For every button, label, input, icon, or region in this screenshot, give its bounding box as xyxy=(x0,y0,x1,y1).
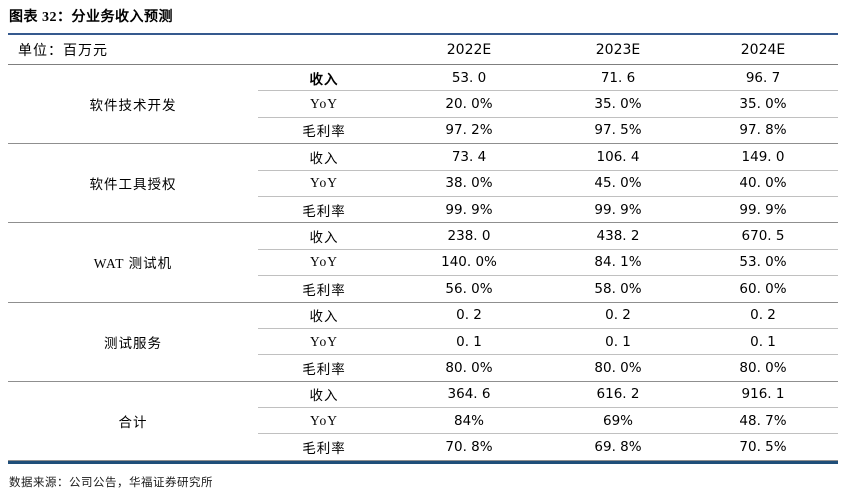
value-cell: 40. 0% xyxy=(688,170,838,197)
value-cell: 97. 2% xyxy=(390,117,548,145)
table-row: YoY 20. 0% 35. 0% 35. 0% xyxy=(8,90,838,118)
table-row: 测试服务 收入 0. 2 0. 2 0. 2 xyxy=(8,302,838,382)
table-row: 毛利率 80. 0% 80. 0% 80. 0% xyxy=(8,354,838,382)
revenue-forecast-table: 单位：百万元 2022E 2023E 2024E 软件技术开发 收入 53. 0… xyxy=(8,33,838,464)
value-cell: 48. 7% xyxy=(688,407,838,435)
value-cell: 70. 5% xyxy=(688,433,838,461)
value-cell: 99. 9% xyxy=(548,196,688,224)
table-row: 毛利率 97. 2% 97. 5% 97. 8% xyxy=(8,117,838,145)
value-cell: 106. 4 xyxy=(548,143,688,171)
value-cell: 69% xyxy=(548,407,688,435)
table-row: 合计 收入 364. 6 616. 2 916. 1 xyxy=(8,381,838,461)
metric-label: 毛利率 xyxy=(258,196,390,224)
value-cell: 0. 1 xyxy=(688,328,838,356)
metric-label: 毛利率 xyxy=(258,275,390,303)
unit-label: 单位：百万元 xyxy=(8,34,390,65)
table-row: YoY 84% 69% 48. 7% xyxy=(8,407,838,435)
group-label: 软件工具授权 xyxy=(8,143,258,224)
header-row: 单位：百万元 2022E 2023E 2024E xyxy=(8,34,838,65)
value-cell: 238. 0 xyxy=(390,222,548,250)
value-cell: 35. 0% xyxy=(548,90,688,118)
metric-label: 毛利率 xyxy=(258,433,390,461)
column-header-2023e: 2023E xyxy=(548,34,688,65)
value-cell: 438. 2 xyxy=(548,222,688,250)
value-cell: 0. 2 xyxy=(688,302,838,329)
value-cell: 56. 0% xyxy=(390,275,548,303)
value-cell: 670. 5 xyxy=(688,222,838,250)
value-cell: 99. 9% xyxy=(688,196,838,224)
value-cell: 71. 6 xyxy=(548,64,688,92)
value-cell: 99. 9% xyxy=(390,196,548,224)
value-cell: 0. 1 xyxy=(548,328,688,356)
value-cell: 364. 6 xyxy=(390,381,548,409)
table-row: 毛利率 99. 9% 99. 9% 99. 9% xyxy=(8,196,838,224)
value-cell: 140. 0% xyxy=(390,249,548,277)
value-cell: 45. 0% xyxy=(548,170,688,197)
value-cell: 20. 0% xyxy=(390,90,548,118)
metric-label: 毛利率 xyxy=(258,354,390,382)
value-cell: 73. 4 xyxy=(390,143,548,171)
metric-label: 收入 xyxy=(258,381,390,409)
value-cell: 149. 0 xyxy=(688,143,838,171)
group-label: 测试服务 xyxy=(8,302,258,382)
column-header-2024e: 2024E xyxy=(688,34,838,65)
value-cell: 80. 0% xyxy=(390,354,548,382)
metric-label: YoY xyxy=(258,328,390,356)
metric-label: 收入 xyxy=(258,222,390,250)
value-cell: 616. 2 xyxy=(548,381,688,409)
value-cell: 69. 8% xyxy=(548,433,688,461)
figure-title: 图表 32：分业务收入预测 xyxy=(9,10,173,25)
table-row: WAT 测试机 收入 238. 0 438. 2 670. 5 xyxy=(8,222,838,303)
value-cell: 60. 0% xyxy=(688,275,838,303)
metric-label: YoY xyxy=(258,407,390,435)
metric-label: 收入 xyxy=(258,302,390,329)
value-cell: 0. 1 xyxy=(390,328,548,356)
metric-label: 毛利率 xyxy=(258,117,390,145)
value-cell: 80. 0% xyxy=(548,354,688,382)
value-cell: 35. 0% xyxy=(688,90,838,118)
table-row: 毛利率 70. 8% 69. 8% 70. 5% xyxy=(8,433,838,461)
metric-label: YoY xyxy=(258,170,390,197)
column-header-2022e: 2022E xyxy=(390,34,548,65)
table-row: 毛利率 56. 0% 58. 0% 60. 0% xyxy=(8,275,838,303)
value-cell: 97. 8% xyxy=(688,117,838,145)
data-source: 数据来源：公司公告，华福证券研究所 xyxy=(9,476,213,489)
table-row: 软件技术开发 收入 53. 0 71. 6 96. 7 xyxy=(8,64,838,145)
value-cell: 97. 5% xyxy=(548,117,688,145)
group-label: WAT 测试机 xyxy=(8,222,258,303)
value-cell: 0. 2 xyxy=(390,302,548,329)
value-cell: 38. 0% xyxy=(390,170,548,197)
metric-label: 收入 xyxy=(258,143,390,171)
table-bottom-rule xyxy=(8,460,838,464)
table-row: 软件工具授权 收入 73. 4 106. 4 149. 0 xyxy=(8,143,838,224)
value-cell: 53. 0% xyxy=(688,249,838,277)
value-cell: 53. 0 xyxy=(390,64,548,92)
value-cell: 80. 0% xyxy=(688,354,838,382)
value-cell: 84% xyxy=(390,407,548,435)
value-cell: 84. 1% xyxy=(548,249,688,277)
value-cell: 70. 8% xyxy=(390,433,548,461)
metric-label: YoY xyxy=(258,90,390,118)
group-label: 软件技术开发 xyxy=(8,64,258,145)
metric-label: 收入 xyxy=(258,64,390,92)
metric-label: YoY xyxy=(258,249,390,277)
value-cell: 0. 2 xyxy=(548,302,688,329)
table-row: YoY 38. 0% 45. 0% 40. 0% xyxy=(8,170,838,197)
value-cell: 96. 7 xyxy=(688,64,838,92)
table-row: YoY 0. 1 0. 1 0. 1 xyxy=(8,328,838,356)
table-row: YoY 140. 0% 84. 1% 53. 0% xyxy=(8,249,838,277)
group-label: 合计 xyxy=(8,381,258,461)
value-cell: 916. 1 xyxy=(688,381,838,409)
value-cell: 58. 0% xyxy=(548,275,688,303)
